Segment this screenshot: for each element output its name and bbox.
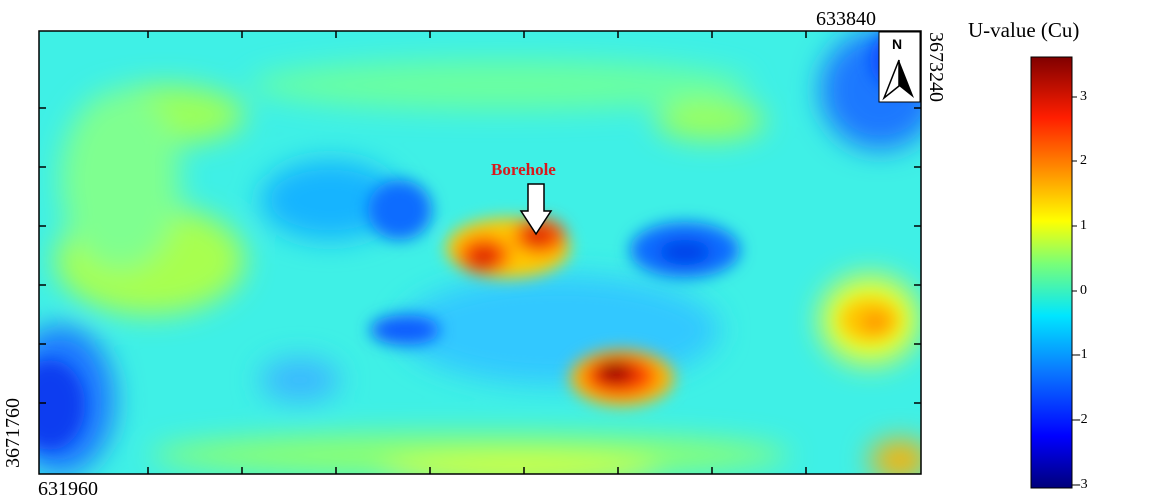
- legend-colorbar: [1030, 56, 1073, 489]
- north-arrow-icon: [878, 31, 921, 103]
- legend-title: U-value (Cu): [968, 18, 1080, 42]
- north-label: N: [892, 36, 903, 52]
- borehole-arrow: [519, 183, 553, 236]
- legend-tick-label: 3: [1080, 89, 1087, 104]
- x-max-coord: 633840: [816, 8, 876, 30]
- borehole-label: Borehole: [491, 160, 556, 179]
- map-frame: [38, 30, 922, 475]
- y-min-coord: 3671760: [2, 398, 24, 468]
- y-max-coord: 3673240: [925, 32, 947, 102]
- x-min-coord: 631960: [38, 478, 98, 500]
- legend-tick-label: 1: [1080, 218, 1087, 233]
- legend-tick-label: 2: [1080, 153, 1087, 168]
- legend-tick-label: -2: [1076, 412, 1088, 427]
- legend-tick-label: -3: [1076, 477, 1088, 492]
- map-ticks: [39, 31, 921, 474]
- contour-field: [39, 31, 921, 474]
- legend-ticks: [1072, 96, 1077, 486]
- legend-tick-label: -1: [1076, 347, 1088, 362]
- legend-tick-label: 0: [1080, 283, 1087, 298]
